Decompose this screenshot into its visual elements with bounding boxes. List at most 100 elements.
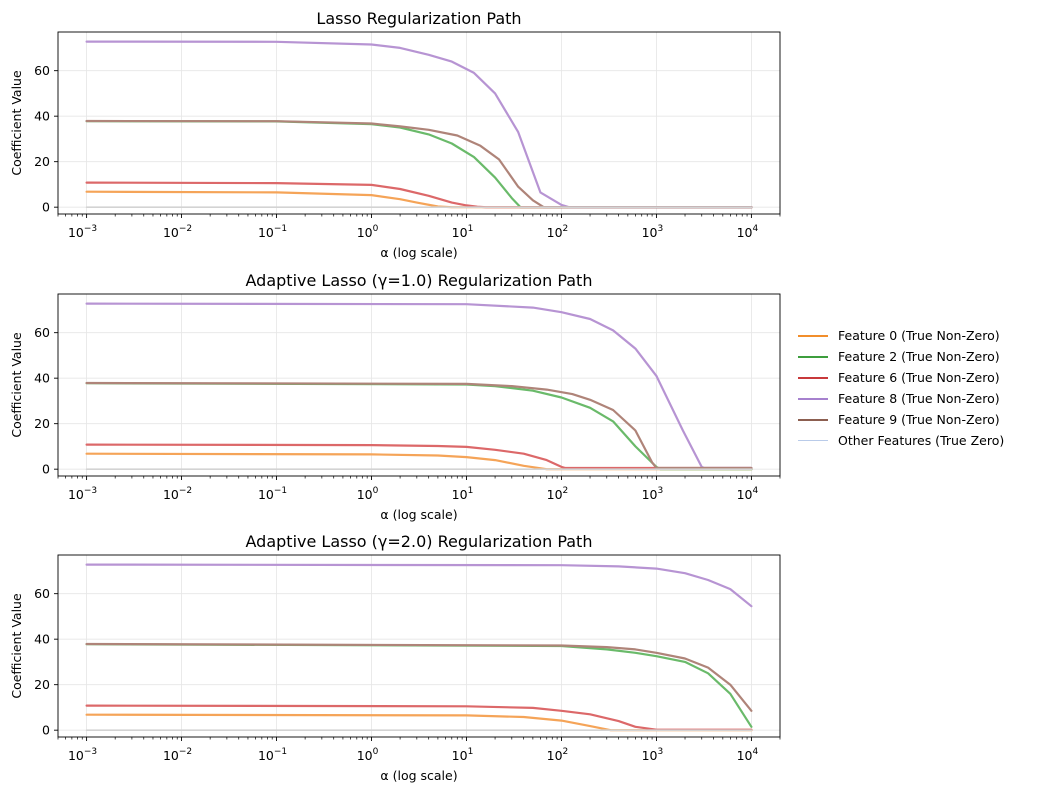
x-tick-base: 10 xyxy=(258,487,274,502)
legend-item-feature-2: Feature 2 (True Non-Zero) xyxy=(790,346,1030,367)
x-tick-exponent: −3 xyxy=(84,486,97,496)
legend-item-feature-9: Feature 9 (True Non-Zero) xyxy=(790,409,1030,430)
x-tick-label: 102 xyxy=(547,224,569,240)
x-tick-exponent: −3 xyxy=(84,224,97,234)
legend-swatch xyxy=(798,440,828,441)
y-tick-label: 60 xyxy=(34,586,50,601)
x-tick-exponent: −1 xyxy=(274,747,287,757)
y-tick-label: 60 xyxy=(34,63,50,78)
x-axis-label: α (log scale) xyxy=(380,768,457,783)
x-tick-base: 10 xyxy=(68,225,84,240)
x-tick-exponent: 3 xyxy=(658,747,664,757)
x-tick-label: 102 xyxy=(547,486,569,502)
chart-title: Adaptive Lasso (γ=2.0) Regularization Pa… xyxy=(246,532,593,551)
plot-frame xyxy=(57,554,781,738)
x-tick-exponent: 2 xyxy=(563,486,569,496)
x-tick-base: 10 xyxy=(737,748,753,763)
x-tick-exponent: −2 xyxy=(179,224,192,234)
y-tick-label: 0 xyxy=(42,462,50,477)
x-tick-base: 10 xyxy=(357,748,373,763)
x-tick-label: 103 xyxy=(642,224,664,240)
x-tick-base: 10 xyxy=(68,748,84,763)
x-tick-label: 10−3 xyxy=(68,486,97,502)
x-tick-base: 10 xyxy=(547,487,563,502)
chart-title: Lasso Regularization Path xyxy=(316,9,521,28)
x-tick-label: 104 xyxy=(737,747,759,763)
legend-item-feature-0: Feature 0 (True Non-Zero) xyxy=(790,325,1030,346)
x-tick-base: 10 xyxy=(737,225,753,240)
y-tick-label: 20 xyxy=(34,154,50,169)
series-line-1 xyxy=(85,713,753,732)
x-tick-exponent: 2 xyxy=(563,747,569,757)
y-tick-label: 0 xyxy=(42,200,50,215)
y-axis-label: Coefficient Value xyxy=(9,332,24,438)
x-tick-exponent: 1 xyxy=(468,224,474,234)
legend-swatch xyxy=(798,397,828,400)
chart-title: Adaptive Lasso (γ=1.0) Regularization Pa… xyxy=(246,271,593,290)
x-tick-label: 101 xyxy=(452,224,474,240)
x-tick-label: 101 xyxy=(452,747,474,763)
x-tick-base: 10 xyxy=(357,225,373,240)
x-tick-label: 104 xyxy=(737,224,759,240)
legend-item-other-features: Other Features (True Zero) xyxy=(790,430,1030,451)
x-tick-exponent: 4 xyxy=(752,747,758,757)
x-tick-label: 103 xyxy=(642,747,664,763)
y-tick-label: 60 xyxy=(34,325,50,340)
plot-frame xyxy=(57,293,781,477)
y-tick-label: 20 xyxy=(34,416,50,431)
x-tick-base: 10 xyxy=(547,225,563,240)
y-tick-label: 40 xyxy=(34,109,50,124)
series-line-2 xyxy=(85,382,753,471)
legend-item-feature-6: Feature 6 (True Non-Zero) xyxy=(790,367,1030,388)
series-line-3 xyxy=(85,443,753,470)
x-tick-base: 10 xyxy=(452,225,468,240)
x-tick-exponent: 4 xyxy=(752,486,758,496)
x-tick-base: 10 xyxy=(547,748,563,763)
x-tick-label: 10−3 xyxy=(68,224,97,240)
x-tick-label: 10−2 xyxy=(163,486,192,502)
legend-label: Feature 0 (True Non-Zero) xyxy=(838,328,1000,343)
chart-panel-3: 10−3 10−2 10−1 100 101 102 103 1040204060Adapti… xyxy=(9,532,781,783)
x-tick-label: 100 xyxy=(357,747,379,763)
legend-item-feature-8: Feature 8 (True Non-Zero) xyxy=(790,388,1030,409)
legend-label: Feature 9 (True Non-Zero) xyxy=(838,412,1000,427)
x-tick-label: 101 xyxy=(452,486,474,502)
y-tick-label: 20 xyxy=(34,677,50,692)
x-tick-base: 10 xyxy=(452,487,468,502)
y-tick-label: 40 xyxy=(34,632,50,647)
x-tick-label: 10−1 xyxy=(258,224,287,240)
x-tick-exponent: 1 xyxy=(468,486,474,496)
x-tick-label: 104 xyxy=(737,486,759,502)
x-tick-label: 103 xyxy=(642,486,664,502)
series-line-5 xyxy=(85,381,753,470)
x-tick-base: 10 xyxy=(642,748,658,763)
x-tick-exponent: 0 xyxy=(373,224,379,234)
x-tick-exponent: 0 xyxy=(373,747,379,757)
x-tick-exponent: 1 xyxy=(468,747,474,757)
series-line-4 xyxy=(85,302,753,470)
x-tick-label: 100 xyxy=(357,224,379,240)
x-tick-exponent: −3 xyxy=(84,747,97,757)
legend-swatch xyxy=(798,334,828,337)
x-tick-base: 10 xyxy=(737,487,753,502)
x-axis-label: α (log scale) xyxy=(380,245,457,260)
x-tick-exponent: −1 xyxy=(274,224,287,234)
x-tick-base: 10 xyxy=(163,225,179,240)
legend: Feature 0 (True Non-Zero) Feature 2 (Tru… xyxy=(790,325,1030,451)
x-tick-base: 10 xyxy=(163,487,179,502)
legend-label: Other Features (True Zero) xyxy=(838,433,1005,448)
chart-panel-2: 10−3 10−2 10−1 100 101 102 103 1040204060Adapti… xyxy=(9,271,781,522)
x-tick-label: 102 xyxy=(547,747,569,763)
x-tick-exponent: 0 xyxy=(373,486,379,496)
legend-swatch xyxy=(798,355,828,358)
x-axis-label: α (log scale) xyxy=(380,507,457,522)
legend-label: Feature 2 (True Non-Zero) xyxy=(838,349,1000,364)
x-tick-label: 10−2 xyxy=(163,747,192,763)
x-tick-base: 10 xyxy=(642,225,658,240)
x-tick-label: 10−1 xyxy=(258,486,287,502)
x-tick-label: 100 xyxy=(357,486,379,502)
legend-swatch xyxy=(798,376,828,379)
x-tick-label: 10−3 xyxy=(68,747,97,763)
x-tick-label: 10−2 xyxy=(163,224,192,240)
x-tick-base: 10 xyxy=(452,748,468,763)
